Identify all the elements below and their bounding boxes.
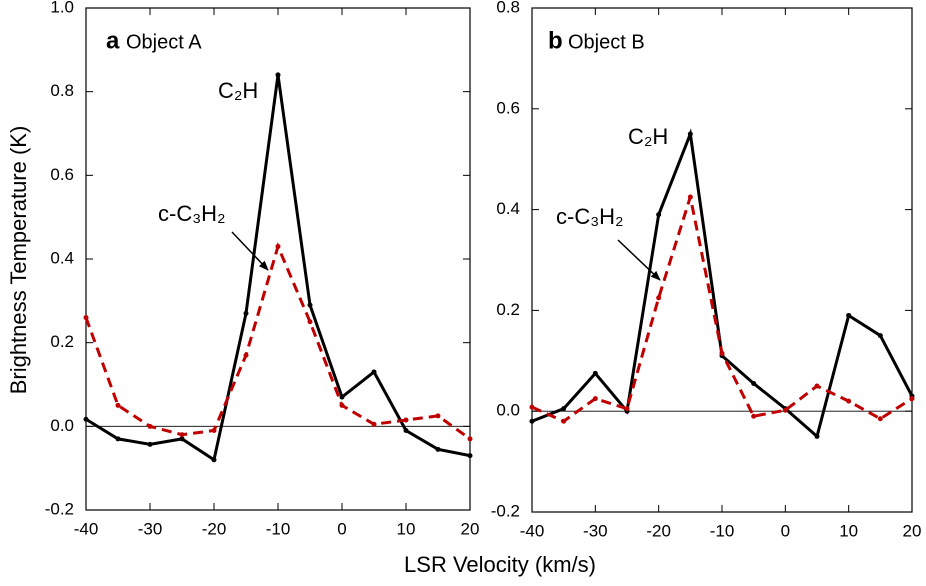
- data-point: [179, 432, 185, 438]
- data-point: [467, 453, 473, 459]
- x-tick-label: -10: [710, 521, 735, 540]
- annotation-arrow: [231, 231, 269, 271]
- panel-title: Object B: [568, 31, 645, 53]
- data-point: [403, 428, 409, 434]
- data-point: [719, 350, 725, 356]
- data-point: [687, 194, 693, 200]
- x-tick-label: -30: [138, 519, 163, 538]
- y-tick-label: 0.0: [50, 416, 74, 435]
- x-tick-label: -30: [583, 521, 608, 540]
- data-point: [307, 319, 313, 325]
- y-tick-label: 0.6: [496, 98, 520, 117]
- data-point: [529, 418, 535, 424]
- data-point: [115, 436, 121, 442]
- data-point: [115, 402, 121, 408]
- data-point: [243, 352, 249, 358]
- data-point: [592, 396, 598, 402]
- plot-frame: [531, 7, 913, 513]
- x-tick-label: 20: [461, 519, 480, 538]
- data-point: [846, 398, 852, 404]
- y-tick-label: 0.2: [496, 300, 520, 319]
- y-tick-label: 0.6: [50, 165, 74, 184]
- data-point: [592, 370, 598, 376]
- y-tick-label: 0.8: [496, 0, 520, 16]
- x-tick-label: -40: [74, 519, 99, 538]
- data-point: [656, 295, 662, 301]
- series-line: [531, 196, 913, 424]
- data-point: [211, 428, 217, 434]
- data-point: [909, 396, 915, 402]
- data-point: [529, 404, 535, 410]
- data-point: [211, 457, 217, 463]
- x-tick-label: 10: [839, 521, 858, 540]
- data-point: [687, 131, 693, 137]
- annotation-arrow: [617, 239, 661, 281]
- x-tick-label: 10: [397, 519, 416, 538]
- data-point: [467, 436, 473, 442]
- x-axis-label: LSR Velocity (km/s): [404, 552, 596, 577]
- data-point: [846, 312, 852, 318]
- data-point: [624, 406, 630, 412]
- data-point: [371, 421, 377, 427]
- data-point: [83, 416, 89, 422]
- data-point: [814, 433, 820, 439]
- series-annotation: C₂H: [628, 124, 668, 149]
- y-axis-label: Brightness Temperature (K): [6, 126, 31, 395]
- y-tick-label: -0.2: [491, 501, 520, 520]
- data-point: [782, 407, 788, 413]
- data-point: [877, 416, 883, 422]
- data-point: [751, 380, 757, 386]
- x-tick-label: -20: [202, 519, 227, 538]
- panel-label: a: [106, 27, 120, 54]
- data-point: [307, 302, 313, 308]
- x-tick-label: 0: [337, 519, 346, 538]
- data-point: [243, 310, 249, 316]
- x-tick-label: 20: [903, 521, 922, 540]
- x-tick-label: -40: [520, 521, 545, 540]
- y-tick-label: 0.2: [50, 332, 74, 351]
- data-point: [147, 441, 153, 447]
- series-annotation: C₂H: [218, 78, 258, 103]
- series-line: [84, 242, 471, 441]
- data-point: [339, 394, 345, 400]
- series-annotation: c-C₃H₂: [556, 204, 624, 229]
- y-tick-label: 0.4: [50, 248, 74, 267]
- x-tick-label: -20: [646, 521, 671, 540]
- data-point: [83, 315, 89, 321]
- data-point: [751, 413, 757, 419]
- data-point: [275, 243, 281, 249]
- x-tick-label: 0: [781, 521, 790, 540]
- data-point: [814, 383, 820, 389]
- data-point: [435, 413, 441, 419]
- y-tick-label: -0.2: [45, 499, 74, 518]
- series-line: [85, 74, 471, 463]
- data-point: [656, 212, 662, 218]
- data-point: [561, 406, 567, 412]
- data-point: [275, 72, 281, 78]
- x-tick-label: -10: [266, 519, 291, 538]
- series-line: [531, 128, 914, 440]
- data-point: [877, 333, 883, 339]
- y-tick-label: 1.0: [50, 0, 74, 16]
- series-annotation: c-C₃H₂: [158, 201, 226, 226]
- data-point: [179, 436, 185, 442]
- y-tick-label: 0.8: [50, 81, 74, 100]
- data-point: [147, 423, 153, 429]
- panel-title: Object A: [126, 31, 202, 53]
- y-tick-label: 0.4: [496, 199, 520, 218]
- data-point: [435, 446, 441, 452]
- y-tick-label: 0.0: [496, 401, 520, 420]
- panel-label: b: [548, 27, 563, 54]
- data-point: [561, 418, 567, 424]
- data-point: [403, 417, 409, 423]
- data-point: [339, 402, 345, 408]
- data-point: [371, 369, 377, 375]
